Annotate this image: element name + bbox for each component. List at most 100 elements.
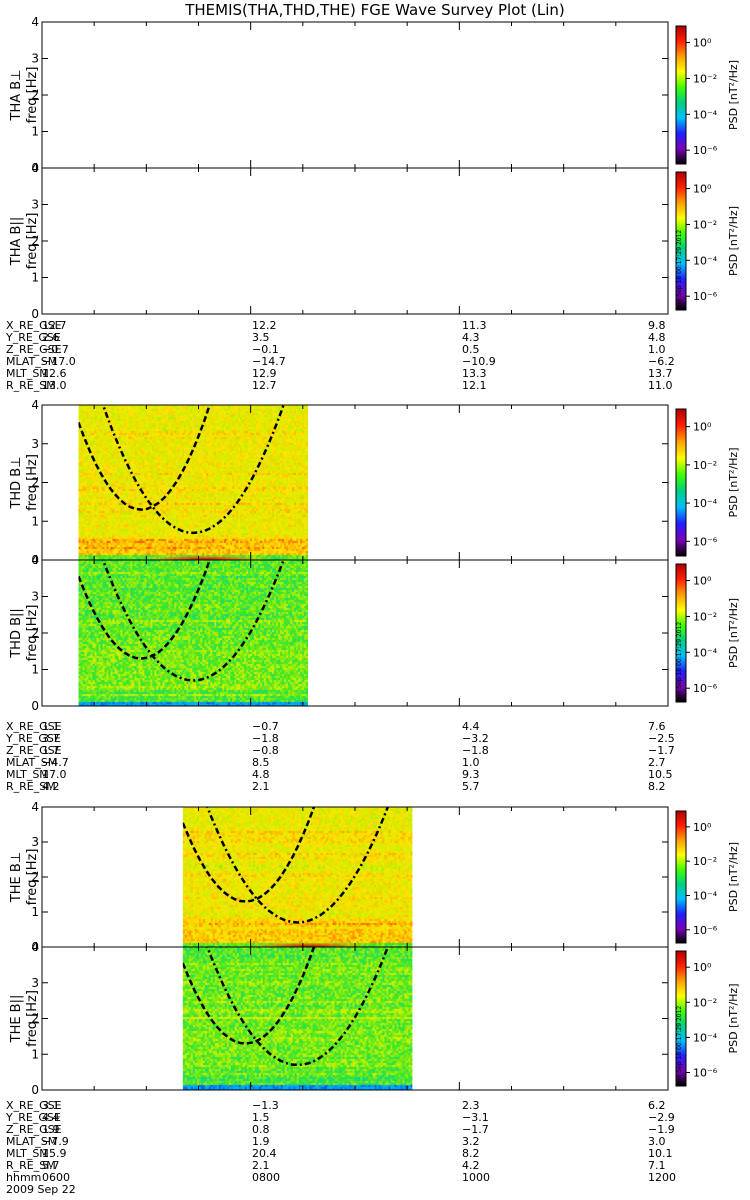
ephemeris-value: −14.7 xyxy=(252,355,286,368)
ephemeris-value: −1.8 xyxy=(462,744,489,757)
ephemeris-name: MLT_SM xyxy=(6,1147,49,1160)
panel-label: THA B⊥ xyxy=(9,70,24,122)
spectrogram-image xyxy=(182,947,413,1090)
ephemeris-value: −3.2 xyxy=(462,732,489,745)
ephemeris-value: 7.1 xyxy=(648,1159,666,1172)
y-tick-label: 4 xyxy=(31,15,39,29)
ephemeris-value: 12.1 xyxy=(462,379,487,392)
colorbar-tick-label: 10⁻² xyxy=(693,855,717,868)
y-tick-label: 1 xyxy=(31,905,39,919)
ephemeris-value: 9.8 xyxy=(648,319,666,332)
ephemeris-value: 4.8 xyxy=(252,768,270,781)
colorbar-tick-label: 10⁻⁴ xyxy=(693,254,718,267)
ephemeris-name: X_RE_GSE xyxy=(6,720,62,733)
ephemeris-value: 13.0 xyxy=(42,379,67,392)
ephemeris-value: 1.7 xyxy=(42,744,60,757)
y-tick-label: 0 xyxy=(31,940,39,954)
ephemeris-value: 12.2 xyxy=(252,319,277,332)
ephemeris-value: 11.3 xyxy=(462,319,487,332)
ephemeris-value: 1.9 xyxy=(252,1135,270,1148)
spectrogram-panel: 0 1 2 3 4 THD B|| freq [Hz] 10⁰ 10⁻² 10⁻⁴ 10⁻⁶ PSD … xyxy=(9,553,740,713)
colorbar-tick-label: 10⁻² xyxy=(693,218,717,231)
ephemeris-row: MLT_SM 12.6 12.9 13.3 13.7 xyxy=(0,368,750,380)
y-tick-label: 4 xyxy=(31,940,39,954)
ephemeris-value: −1.8 xyxy=(252,732,279,745)
colorbar-tick-label: 10⁰ xyxy=(693,821,712,834)
y-tick-label: 1 xyxy=(31,514,39,528)
y-tick-label: 1 xyxy=(31,1047,39,1061)
x-tick-label: 1000 xyxy=(462,1171,490,1184)
colorbar xyxy=(675,563,687,703)
ephemeris-value: 1.5 xyxy=(252,1111,270,1124)
colorbar-label: PSD [nT²/Hz] xyxy=(727,60,740,130)
x-unit-label: hhmm xyxy=(6,1171,42,1184)
ephemeris-value: 4.4 xyxy=(42,1111,60,1124)
ephemeris-value: 3.7 xyxy=(42,732,60,745)
y-tick-label: 2 xyxy=(31,88,39,102)
ephemeris-value: 2.7 xyxy=(648,756,666,769)
ephemeris-name: X_RE_GSE xyxy=(6,1099,62,1112)
ephemeris-row: R_RE_SM 5.7 2.1 4.2 7.1 xyxy=(0,1160,750,1172)
ephemeris-value: −0.1 xyxy=(252,343,279,356)
ephemeris-row: MLAT_SM −4.7 8.5 1.0 2.7 xyxy=(0,757,750,769)
y-tick-label: 3 xyxy=(31,52,39,66)
ephemeris-name: R_RE_SM xyxy=(6,1159,56,1172)
y-axis-label: freq [Hz] xyxy=(25,849,40,906)
ephemeris-value: 0.8 xyxy=(252,1123,270,1136)
y-tick-label: 4 xyxy=(31,161,39,175)
y-tick-label: 2 xyxy=(31,1012,39,1026)
ephemeris-value: 3.5 xyxy=(252,331,270,344)
ephemeris-row: Z_RE_GSE 1.7 −0.8 −1.8 −1.7 xyxy=(0,745,750,757)
ephemeris-row: X_RE_GSE 3.1 −1.3 2.3 6.2 xyxy=(0,1100,750,1112)
ephemeris-value: 0.5 xyxy=(462,343,480,356)
ephemeris-row: Y_RE_GSE 2.6 3.5 4.3 4.8 xyxy=(0,332,750,344)
colorbar-tick-label: 10⁻⁶ xyxy=(693,144,718,157)
ephemeris-block: X_RE_GSE 1.1 −0.7 4.4 7.6 Y_RE_GSE 3.7 −1.8 −3.2… xyxy=(0,721,750,793)
y-tick-label: 3 xyxy=(31,437,39,451)
ephemeris-name: R_RE_SM xyxy=(6,780,56,793)
ephemeris-value: −1.9 xyxy=(648,1123,675,1136)
ephemeris-value: 9.3 xyxy=(462,768,480,781)
ephemeris-value: 8.2 xyxy=(462,1147,480,1160)
ephemeris-value: 12.9 xyxy=(252,367,277,380)
gyrofrequency-curve xyxy=(101,405,285,535)
ephemeris-name: Y_RE_GSE xyxy=(6,331,61,344)
ephemeris-value: −1.7 xyxy=(648,744,675,757)
ephemeris-value: 4.2 xyxy=(462,1159,480,1172)
ephemeris-value: 13.7 xyxy=(648,367,673,380)
ephemeris-name: Y_RE_GSE xyxy=(6,1111,61,1124)
ephemeris-value: 2.6 xyxy=(42,331,60,344)
colorbar xyxy=(675,25,687,165)
ephemeris-value: −3.1 xyxy=(462,1111,489,1124)
y-tick-label: 3 xyxy=(31,198,39,212)
ephemeris-value: 2.3 xyxy=(462,1099,480,1112)
ephemeris-value: 3.0 xyxy=(648,1135,666,1148)
ephemeris-value: 3.1 xyxy=(42,1099,60,1112)
y-tick-label: 3 xyxy=(31,976,39,990)
ephemeris-row: MLT_SM 17.0 4.8 9.3 10.5 xyxy=(0,769,750,781)
y-tick-label: 2 xyxy=(31,234,39,248)
ephemeris-value: 1.9 xyxy=(42,1123,60,1136)
colorbar xyxy=(675,408,687,557)
panel-frame xyxy=(41,167,669,315)
ephemeris-row: MLAT_SM −17.0 −14.7 −10.9 −6.2 xyxy=(0,356,750,368)
panel-label: THE B⊥ xyxy=(9,852,24,903)
colorbar-tick-label: 10⁻⁶ xyxy=(693,924,718,937)
ephemeris-name: MLAT_SM xyxy=(6,756,58,769)
gyrofrequency-curve xyxy=(182,807,316,903)
y-tick-label: 3 xyxy=(31,590,39,604)
x-tick-label: 0800 xyxy=(252,1171,280,1184)
y-tick-label: 2 xyxy=(31,626,39,640)
colorbar-tick-label: 10⁻⁶ xyxy=(693,1067,718,1080)
panel-label: THD B|| xyxy=(9,608,24,659)
gyrofrequency-curve xyxy=(78,405,211,511)
y-tick-label: 2 xyxy=(31,476,39,490)
ephemeris-value: 4.8 xyxy=(648,331,666,344)
ephemeris-value: 5.7 xyxy=(42,1159,60,1172)
panel-label: THD B⊥ xyxy=(9,456,24,509)
gyrofrequency-curve xyxy=(206,947,390,1067)
ephemeris-value: 12.7 xyxy=(42,319,67,332)
ephemeris-row: Y_RE_GSE 4.4 1.5 −3.1 −2.9 xyxy=(0,1112,750,1124)
colorbar-tick-label: 10⁻² xyxy=(693,72,717,85)
